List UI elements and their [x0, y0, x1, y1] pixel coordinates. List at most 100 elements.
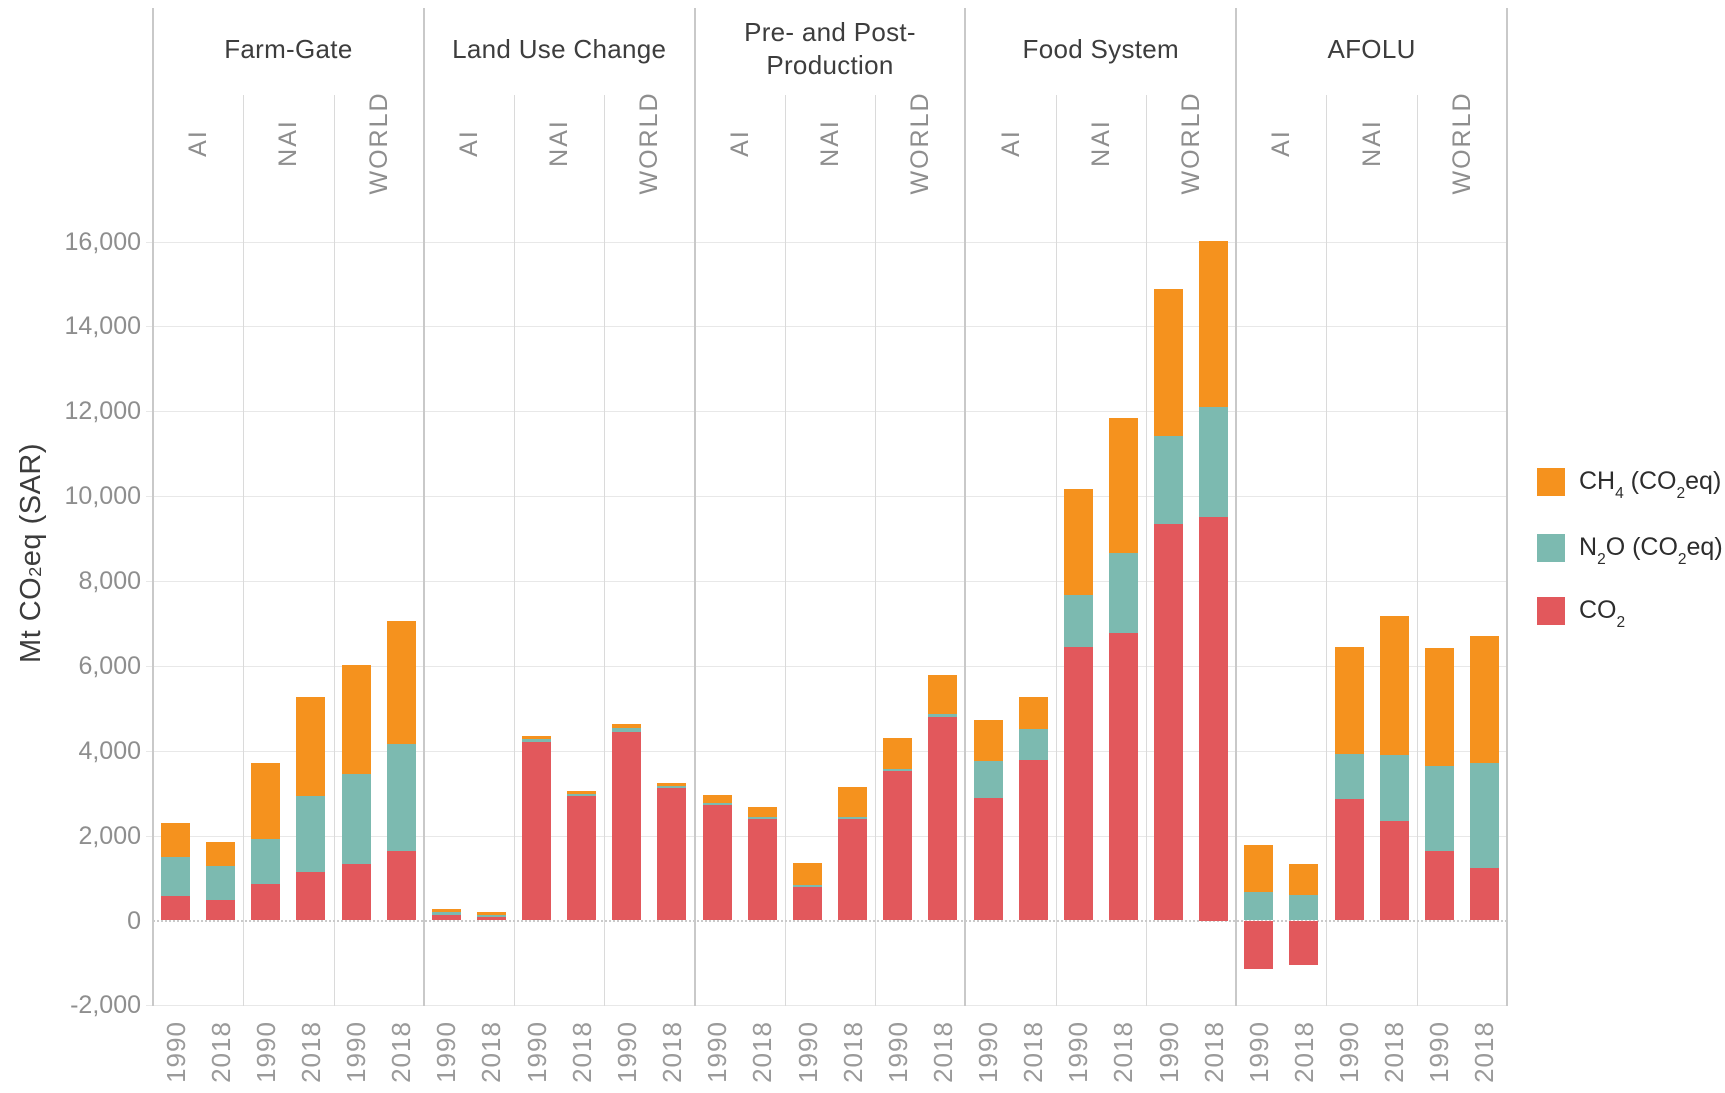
- bar-segment-n2o: [973, 761, 1003, 799]
- subgroup-divider-line: [333, 95, 335, 1006]
- bar-segment-co2: [793, 887, 822, 921]
- bar-segment-n2o: [251, 839, 281, 885]
- group-divider-line: [964, 8, 967, 1006]
- bar-segment-co2: [431, 915, 461, 921]
- y-tick-label: 14,000: [64, 312, 141, 341]
- bar-segment-n2o: [1108, 553, 1138, 633]
- bar-segment-ch4: [1108, 418, 1138, 554]
- x-tick-label: 2018: [1198, 1021, 1229, 1083]
- x-tick-label: 2018: [1468, 1021, 1499, 1083]
- subgroup-label: WORLD: [364, 91, 393, 195]
- bar-segment-co2: [657, 788, 687, 921]
- gridline-h: [146, 581, 1507, 582]
- bar-segment-n2o: [928, 713, 958, 717]
- bar-segment-ch4: [522, 735, 552, 740]
- bar-segment-ch4: [161, 822, 191, 858]
- subgroup-divider-line: [1055, 95, 1057, 1006]
- group-divider-line: [152, 8, 154, 1006]
- bar-segment-n2o: [1018, 729, 1048, 760]
- legend-swatch-co2: [1537, 596, 1565, 625]
- bar-segment-n2o: [1334, 754, 1364, 799]
- bar-segment-n2o: [1199, 407, 1229, 518]
- bar-segment-ch4: [206, 841, 236, 867]
- bar-segment-co2: [1244, 920, 1274, 969]
- x-tick-label: 1990: [430, 1021, 461, 1083]
- bar-segment-co2: [928, 716, 958, 921]
- x-tick-label: 1990: [521, 1021, 552, 1083]
- bar-segment-co2: [1379, 820, 1409, 921]
- subgroup-label: AI: [725, 129, 754, 157]
- bar-segment-n2o: [431, 912, 461, 916]
- bar-segment-co2: [702, 805, 732, 921]
- bar-segment-co2: [206, 900, 236, 921]
- subgroup-divider-line: [1416, 95, 1418, 1006]
- bar-segment-co2: [1018, 759, 1048, 921]
- y-tick-label: 0: [127, 906, 141, 935]
- y-tick-label: 16,000: [64, 227, 141, 256]
- subgroup-label: NAI: [273, 119, 302, 167]
- bar-segment-n2o: [1244, 892, 1274, 921]
- bar-segment-ch4: [883, 738, 913, 769]
- legend-label: CH4 (CO2eq): [1579, 467, 1722, 503]
- subgroup-label: WORLD: [905, 91, 934, 195]
- gridline-h: [146, 1005, 1507, 1007]
- bar-segment-n2o: [386, 743, 416, 852]
- bar-segment-co2: [1334, 798, 1364, 921]
- bar-segment-co2: [161, 895, 191, 921]
- bar-segment-ch4: [341, 665, 371, 775]
- bar-segment-ch4: [1063, 488, 1093, 595]
- x-tick-label: 2018: [837, 1021, 867, 1083]
- x-tick-label: 2018: [295, 1021, 326, 1083]
- subgroup-label: NAI: [544, 119, 573, 167]
- x-tick-label: 1990: [1153, 1021, 1184, 1083]
- legend-item: N2O (CO2eq): [1537, 533, 1723, 568]
- subgroup-divider-line: [1145, 95, 1147, 1006]
- bar-segment-ch4: [1154, 289, 1184, 436]
- group-header: Land Use Change: [452, 33, 667, 64]
- bar-segment-ch4: [657, 782, 687, 786]
- y-tick-label: 2,000: [78, 821, 141, 850]
- x-tick-label: 2018: [1107, 1021, 1138, 1083]
- bar-segment-co2: [747, 818, 777, 921]
- bar-segment-ch4: [973, 719, 1003, 762]
- bar-segment-ch4: [747, 806, 777, 817]
- bar-segment-co2: [1154, 523, 1184, 921]
- bar-segment-ch4: [386, 620, 416, 744]
- bar-segment-co2: [386, 851, 416, 921]
- bar-segment-n2o: [1469, 763, 1499, 868]
- legend-swatch-n2o: [1537, 533, 1565, 562]
- group-divider-line: [1506, 8, 1508, 1006]
- bar-segment-n2o: [206, 866, 236, 901]
- bar-segment-ch4: [1334, 646, 1364, 755]
- bar-segment-co2: [567, 796, 597, 921]
- bar-segment-ch4: [612, 724, 642, 728]
- bar-segment-ch4: [567, 791, 597, 795]
- x-tick-label: 1990: [340, 1021, 371, 1083]
- subgroup-divider-line: [514, 95, 516, 1006]
- bar-segment-n2o: [1154, 435, 1184, 524]
- legend-swatch-ch4: [1537, 467, 1565, 496]
- bar-segment-n2o: [702, 803, 732, 806]
- bar-segment-n2o: [341, 774, 371, 864]
- subgroup-divider-line: [1326, 95, 1328, 1006]
- gridline-h: [146, 241, 1507, 243]
- bar-segment-co2: [251, 884, 281, 921]
- x-tick-label: 2018: [656, 1021, 687, 1083]
- bar-segment-co2: [1063, 646, 1093, 921]
- bar-segment-n2o: [1289, 895, 1319, 921]
- bar-segment-n2o: [793, 885, 822, 888]
- bar-segment-n2o: [161, 857, 191, 896]
- y-tick-label: 10,000: [64, 482, 141, 511]
- bar-segment-ch4: [476, 912, 506, 916]
- zero-gridline: [153, 919, 1507, 922]
- bar-segment-co2: [522, 742, 552, 921]
- group-divider-line: [693, 8, 696, 1006]
- subgroup-label: NAI: [815, 119, 844, 167]
- bar-segment-n2o: [747, 816, 777, 819]
- subgroup-label: AI: [996, 129, 1025, 157]
- x-tick-label: 1990: [1062, 1021, 1093, 1083]
- y-axis-title: Mt CO 2 eq (SAR): [14, 442, 47, 664]
- bar-segment-co2: [973, 798, 1003, 921]
- subgroup-label: AI: [454, 129, 483, 157]
- subgroup-divider-line: [604, 95, 606, 1006]
